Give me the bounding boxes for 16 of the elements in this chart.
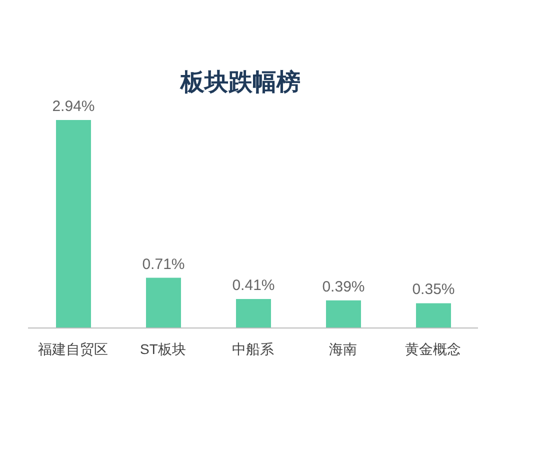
bar: [146, 278, 181, 328]
bar: [56, 120, 91, 328]
x-tick-label: 福建自贸区: [38, 340, 108, 357]
data-label: 0.41%: [232, 276, 275, 294]
x-tick-label: ST板块: [140, 340, 186, 357]
x-tick-label: 黄金概念: [405, 340, 461, 357]
chart-title: 板块跌幅榜: [178, 68, 302, 98]
bar: [326, 300, 361, 328]
bar: [416, 303, 451, 328]
data-label: 2.94%: [52, 98, 95, 115]
bar: [236, 298, 271, 328]
x-tick-label: 中船系: [232, 340, 274, 357]
data-label: 0.35%: [412, 281, 455, 298]
data-label: 0.71%: [142, 256, 185, 273]
x-tick-label: 海南: [329, 340, 357, 357]
data-label: 0.39%: [322, 278, 365, 296]
